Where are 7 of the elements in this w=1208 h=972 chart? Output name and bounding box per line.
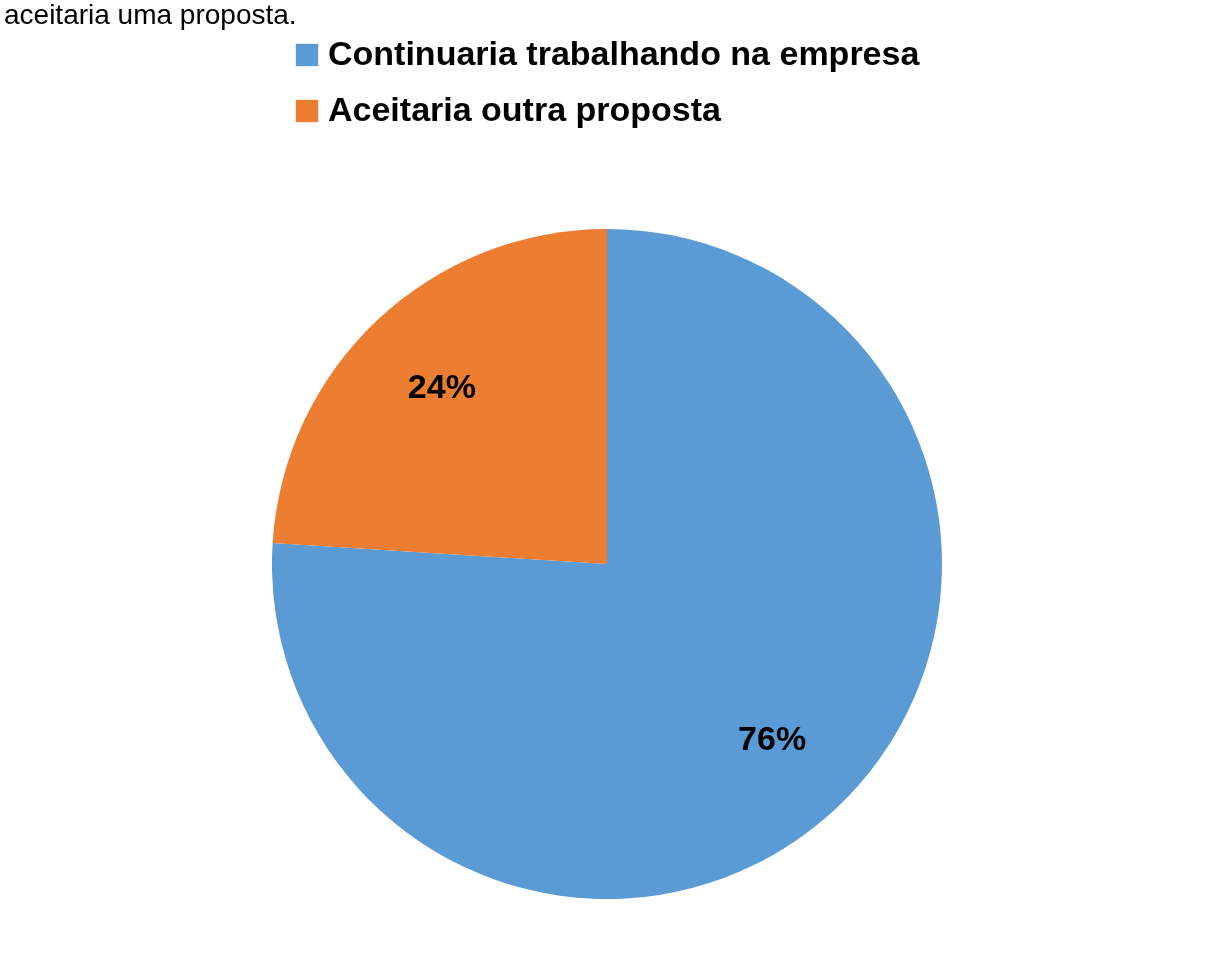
pie-slice	[272, 229, 607, 564]
chart-title: aceitaria uma proposta.	[4, 0, 297, 30]
pie-slice	[272, 229, 942, 899]
legend-label: Continuaria trabalhando na empresa	[328, 34, 921, 72]
data-label: 24%	[407, 367, 476, 406]
data-label: 76%	[738, 718, 807, 757]
legend-label: Aceitaria outra proposta	[328, 90, 723, 128]
